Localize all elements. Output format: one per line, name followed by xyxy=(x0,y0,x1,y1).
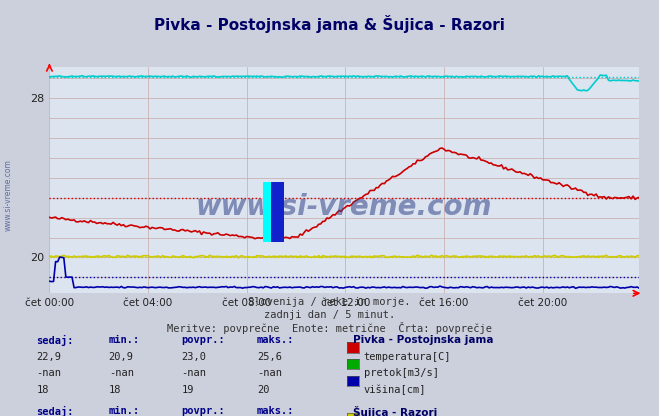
Text: zadnji dan / 5 minut.: zadnji dan / 5 minut. xyxy=(264,310,395,320)
Text: 20,9: 20,9 xyxy=(109,352,134,362)
Text: 25,6: 25,6 xyxy=(257,352,282,362)
Text: povpr.:: povpr.: xyxy=(181,406,225,416)
Text: min.:: min.: xyxy=(109,406,140,416)
Text: 18: 18 xyxy=(109,385,121,395)
Bar xyxy=(263,182,284,242)
Text: maks.:: maks.: xyxy=(257,406,295,416)
Text: višina[cm]: višina[cm] xyxy=(364,385,426,395)
Text: www.si-vreme.com: www.si-vreme.com xyxy=(3,160,13,231)
Text: maks.:: maks.: xyxy=(257,335,295,345)
Text: -nan: -nan xyxy=(257,368,282,378)
Text: 20: 20 xyxy=(257,385,270,395)
Text: 19: 19 xyxy=(181,385,194,395)
Text: Slovenija / reke in morje.: Slovenija / reke in morje. xyxy=(248,297,411,307)
Text: Pivka - Postojnska jama & Šujica - Razori: Pivka - Postojnska jama & Šujica - Razor… xyxy=(154,15,505,32)
Text: Pivka - Postojnska jama: Pivka - Postojnska jama xyxy=(353,335,493,345)
Text: sedaj:: sedaj: xyxy=(36,335,74,346)
Text: min.:: min.: xyxy=(109,335,140,345)
Text: sedaj:: sedaj: xyxy=(36,406,74,416)
Text: -nan: -nan xyxy=(181,368,206,378)
Text: www.si-vreme.com: www.si-vreme.com xyxy=(196,193,492,221)
Text: temperatura[C]: temperatura[C] xyxy=(364,352,451,362)
Text: 18: 18 xyxy=(36,385,49,395)
Text: Šujica - Razori: Šujica - Razori xyxy=(353,406,437,416)
Text: 22,9: 22,9 xyxy=(36,352,61,362)
Bar xyxy=(272,182,284,242)
Text: Meritve: povprečne  Enote: metrične  Črta: povprečje: Meritve: povprečne Enote: metrične Črta:… xyxy=(167,322,492,334)
Text: pretok[m3/s]: pretok[m3/s] xyxy=(364,368,439,378)
Bar xyxy=(263,182,275,242)
Text: 23,0: 23,0 xyxy=(181,352,206,362)
Text: -nan: -nan xyxy=(109,368,134,378)
Text: -nan: -nan xyxy=(36,368,61,378)
Text: povpr.:: povpr.: xyxy=(181,335,225,345)
